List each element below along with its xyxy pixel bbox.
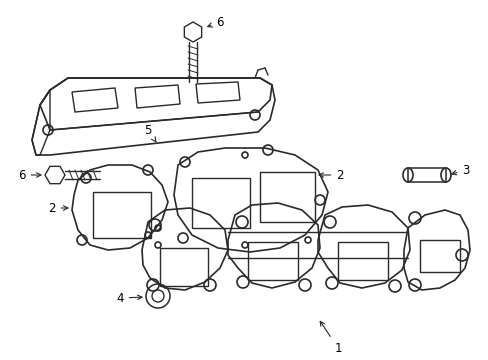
Text: 6: 6 <box>207 15 224 28</box>
Text: 5: 5 <box>144 123 156 142</box>
Bar <box>419 240 459 272</box>
Bar <box>93 192 151 238</box>
Text: 4: 4 <box>116 292 142 305</box>
Bar <box>260 172 314 222</box>
Bar <box>247 242 297 280</box>
Text: 2: 2 <box>48 202 68 215</box>
Bar <box>192 178 249 228</box>
Bar <box>160 248 207 286</box>
Text: 3: 3 <box>451 163 469 176</box>
Bar <box>407 168 445 182</box>
Text: 6: 6 <box>18 168 41 181</box>
Text: 2: 2 <box>318 168 343 181</box>
Bar <box>337 242 387 280</box>
Text: 1: 1 <box>320 321 341 355</box>
